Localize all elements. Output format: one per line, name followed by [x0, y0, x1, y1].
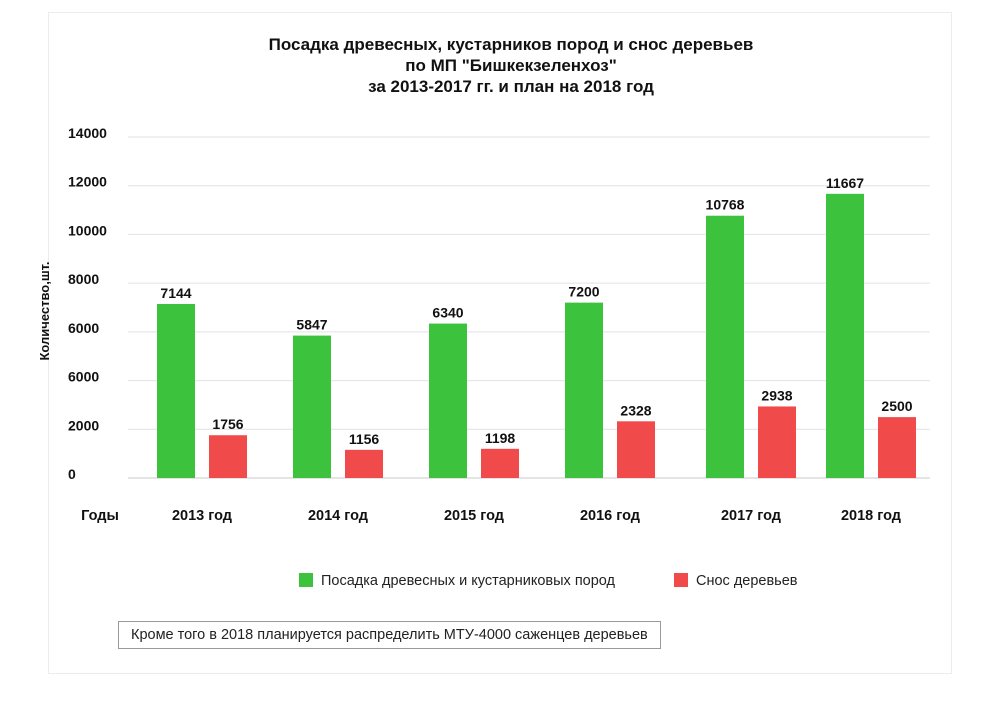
- data-label: 11667: [826, 175, 864, 191]
- category-label: 2014 год: [308, 508, 368, 524]
- removal-bar-2013-год: [209, 435, 247, 478]
- category-label: 2015 год: [444, 508, 504, 524]
- legend-label: Посадка древесных и кустарниковых пород: [321, 573, 616, 589]
- removal-bar-2014-год: [345, 449, 383, 478]
- chart-title-line-2: по МП "Бишкекзеленхоз": [405, 56, 617, 75]
- chart-title-line-3: за 2013-2017 гг. и план на 2018 год: [368, 77, 654, 96]
- category-label: 2017 год: [721, 508, 781, 524]
- data-label: 1198: [485, 430, 516, 446]
- data-label: 2500: [881, 398, 912, 414]
- y-tick-label: 6000: [68, 369, 99, 385]
- y-tick-label: 6000: [68, 320, 99, 336]
- y-tick-label: 10000: [68, 222, 107, 238]
- removal-bar-2016-год: [617, 421, 655, 478]
- planting-bar-2017-год: [706, 215, 744, 478]
- legend: Посадка древесных и кустарниковых пород С…: [299, 573, 798, 589]
- chart-title-line-1: Посадка древесных, кустарников пород и с…: [269, 35, 754, 54]
- removal-bar-2018-год: [878, 417, 916, 478]
- y-tick-label: 14000: [68, 125, 107, 141]
- data-label: 10768: [706, 197, 745, 213]
- data-label: 1756: [212, 416, 243, 432]
- planting-bar-2016-год: [565, 302, 603, 478]
- y-tick-label: 0: [68, 466, 76, 482]
- data-label: 7144: [160, 285, 191, 301]
- category-label: 2013 год: [172, 508, 232, 524]
- planting-bar-2013-год: [157, 303, 195, 478]
- legend-swatch: [674, 573, 688, 587]
- planting-bar-2014-год: [293, 335, 331, 478]
- category-label: 2018 год: [841, 508, 901, 524]
- y-tick-label: 12000: [68, 174, 107, 190]
- category-label: 2016 год: [580, 508, 640, 524]
- data-label: 6340: [432, 305, 463, 321]
- y-tick-label: 2000: [68, 417, 99, 433]
- legend-label: Снос деревьев: [696, 573, 798, 589]
- legend-swatch: [299, 573, 313, 587]
- removal-bar-2015-год: [481, 448, 519, 478]
- planting-bar-2015-год: [429, 323, 467, 478]
- x-axis-label: Годы: [81, 508, 119, 524]
- planting-bar-2018-год: [826, 193, 864, 479]
- y-tick-label: 8000: [68, 271, 99, 287]
- chart-card: [48, 12, 952, 674]
- data-label: 2938: [761, 387, 792, 403]
- chart-title: Посадка древесных, кустарников пород и с…: [269, 35, 754, 96]
- removal-bar-2017-год: [758, 406, 796, 478]
- y-axis-label: Количество,шт.: [37, 261, 52, 360]
- data-label: 5847: [296, 317, 327, 333]
- data-label: 1156: [349, 431, 380, 447]
- note-box: Кроме того в 2018 планируется распредели…: [118, 621, 661, 649]
- data-label: 2328: [620, 402, 651, 418]
- data-label: 7200: [568, 284, 599, 300]
